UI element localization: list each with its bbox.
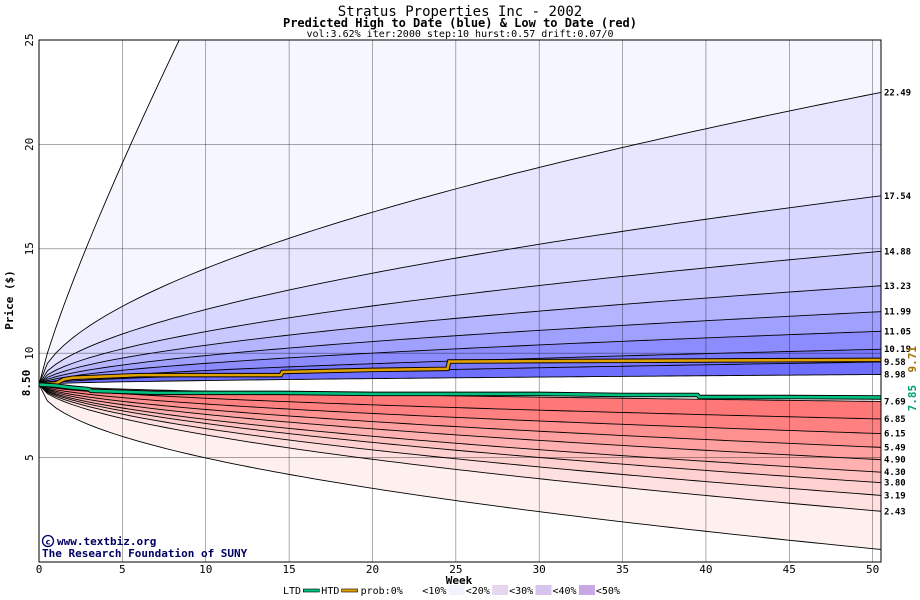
band-end-label: 17.54: [884, 192, 912, 202]
plot-frame: [38, 39, 882, 563]
band-end-label: 13.23: [884, 282, 911, 292]
x-tick-label: 50: [866, 563, 879, 576]
percentile-curve: [38, 285, 882, 385]
band-end-label: 4.30: [884, 468, 906, 478]
band-end-label: 6.85: [884, 415, 906, 425]
legend-swatch: [535, 585, 552, 595]
band-end-label: 8.98: [884, 370, 906, 380]
y-axis-ticks: 5 10 15 20 25: [23, 33, 36, 461]
legend: LTD HTD prob:0% <10% <20% <30% <40% <50%: [283, 585, 620, 597]
band-end-label: 11.05: [884, 327, 911, 337]
y-axis-label: Price ($): [3, 270, 16, 330]
band-end-label: 2.43: [884, 507, 906, 517]
legend-swatch: [578, 585, 595, 595]
start-price-label: 8.50: [20, 370, 33, 397]
x-axis-label: Week: [446, 574, 473, 587]
band-end-label: 11.99: [884, 308, 911, 318]
band-end-labels: 22.49 17.54 14.88 13.23 11.99 11.05 10.19 9.58 8…: [884, 88, 919, 517]
ltd-line: [38, 383, 882, 399]
x-tick-label: 10: [199, 563, 212, 576]
legend-prob-label: prob:0%: [361, 586, 403, 597]
percentile-curve: [38, 384, 882, 473]
x-tick-label: 15: [282, 563, 295, 576]
legend-swatch: [492, 585, 509, 595]
x-tick-label: 35: [616, 563, 629, 576]
percentile-curve: [38, 195, 882, 385]
y-tick-label: 10: [23, 347, 36, 360]
legend-htd-label: HTD: [321, 586, 339, 597]
legend-htd-swatch: [341, 588, 358, 593]
legend-bin-label: <40%: [553, 586, 577, 597]
legend-bin-label: <50%: [596, 586, 620, 597]
legend-bin-label: <10%: [422, 586, 446, 597]
y-tick-label: 20: [23, 138, 36, 151]
y-tick-label: 25: [23, 33, 36, 46]
x-axis-ticks: 0 5 10 15 20 25 30 35 40 45 50: [36, 563, 880, 576]
band-end-label: 3.80: [884, 479, 906, 489]
chart-title: Stratus Properties Inc - 2002: [338, 4, 582, 20]
x-tick-label: 40: [699, 563, 712, 576]
legend-ltd-swatch: [302, 588, 320, 593]
percentile-curve: [38, 384, 882, 496]
outer-high-curve: [38, 39, 180, 385]
band-end-label: 5.49: [884, 443, 906, 453]
series-lines: [38, 357, 882, 400]
percentile-curve: [38, 384, 882, 435]
x-tick-label: 5: [119, 563, 126, 576]
x-tick-label: 20: [366, 563, 379, 576]
x-tick-label: 45: [783, 563, 796, 576]
band-end-label: 10.19: [884, 345, 911, 355]
band-end-label: 9.58: [884, 358, 906, 368]
svg-text:c: c: [46, 538, 51, 547]
band-end-label: 3.19: [884, 491, 906, 501]
percentile-curve: [38, 374, 882, 385]
credit-url: www.textbiz.org: [57, 535, 156, 548]
y-tick-label: 5: [23, 454, 36, 461]
y-tick-label: 15: [23, 242, 36, 255]
legend-swatch: [405, 585, 422, 595]
percentile-curve: [38, 250, 882, 385]
band-end-label: 7.69: [884, 397, 906, 407]
legend-bin-label: <30%: [509, 586, 533, 597]
band-end-label: 14.88: [884, 247, 911, 257]
legend-swatch: [448, 585, 465, 595]
percentile-curve: [38, 384, 882, 461]
htd-end-label: 9.71: [906, 346, 919, 373]
percentile-curve: [38, 330, 882, 385]
percentile-curve: [38, 384, 882, 484]
chart-subtitle: Predicted High to Date (blue) & Low to D…: [283, 16, 637, 30]
band-end-label: 6.15: [884, 430, 906, 440]
band-end-label: 4.90: [884, 456, 906, 466]
band-end-label: 22.49: [884, 88, 911, 98]
chart-params: vol:3.62% iter:2000 step:10 hurst:0.57 d…: [306, 29, 613, 40]
credit-org: The Research Foundation of SUNY: [42, 547, 248, 560]
percentile-curve: [38, 384, 882, 420]
legend-ltd-label: LTD: [283, 586, 301, 597]
x-tick-label: 30: [533, 563, 546, 576]
x-tick-label: 25: [449, 563, 462, 576]
x-tick-label: 0: [36, 563, 43, 576]
percentile-curve: [38, 384, 882, 512]
copyright-icon: c: [41, 534, 55, 548]
percentile-curve: [38, 91, 882, 385]
ltd-end-label: 7.85: [906, 385, 919, 412]
legend-bin-label: <20%: [466, 586, 490, 597]
htd-line: [38, 358, 882, 386]
percentile-curve: [38, 384, 882, 448]
outer-low-curve: [38, 384, 882, 550]
percentile-curve: [38, 311, 882, 385]
